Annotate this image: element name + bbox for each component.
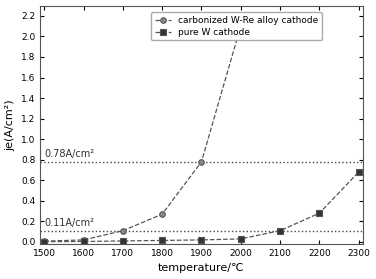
- X-axis label: temperature/℃: temperature/℃: [158, 263, 245, 273]
- Legend: carbonized W-Re alloy cathode, pure W cathode: carbonized W-Re alloy cathode, pure W ca…: [151, 13, 322, 40]
- Line: carbonized W-Re alloy cathode: carbonized W-Re alloy cathode: [41, 23, 244, 244]
- carbonized W-Re alloy cathode: [81, 238, 86, 242]
- carbonized W-Re alloy cathode: [238, 25, 243, 28]
- carbonized W-Re alloy cathode: [42, 239, 47, 243]
- Line: pure W cathode: pure W cathode: [41, 169, 361, 244]
- pure W cathode: [42, 240, 47, 243]
- pure W cathode: [356, 170, 361, 174]
- pure W cathode: [81, 240, 86, 243]
- carbonized W-Re alloy cathode: [160, 213, 164, 216]
- pure W cathode: [160, 239, 164, 242]
- carbonized W-Re alloy cathode: [199, 160, 204, 163]
- pure W cathode: [278, 229, 282, 232]
- pure W cathode: [238, 237, 243, 240]
- carbonized W-Re alloy cathode: [121, 229, 125, 232]
- Y-axis label: je(A/cm²): je(A/cm²): [6, 99, 15, 151]
- Text: 0.78A/cm²: 0.78A/cm²: [44, 149, 94, 159]
- pure W cathode: [199, 238, 204, 242]
- Text: 0.11A/cm²: 0.11A/cm²: [44, 218, 94, 228]
- pure W cathode: [317, 211, 321, 215]
- pure W cathode: [121, 239, 125, 243]
